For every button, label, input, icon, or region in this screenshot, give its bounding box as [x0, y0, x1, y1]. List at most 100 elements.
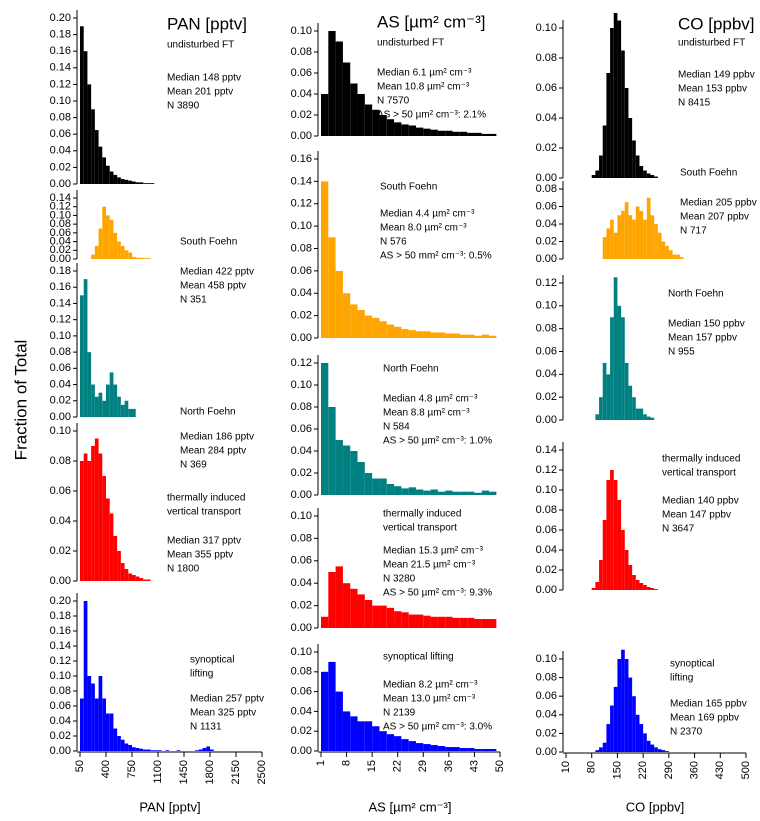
bar [643, 585, 647, 590]
bar [643, 170, 647, 178]
bar [624, 550, 629, 590]
bar [646, 173, 651, 178]
panel-stat: Mean 201 pptv [167, 87, 233, 98]
bar [143, 258, 147, 259]
y-tick-label: 0.06 [50, 128, 71, 140]
bar [657, 232, 662, 259]
bar [128, 180, 132, 184]
bar [335, 41, 343, 136]
bar [646, 740, 651, 752]
bar [437, 616, 446, 628]
bar [401, 739, 409, 751]
bar [109, 713, 114, 751]
bar [120, 245, 125, 259]
bar [394, 736, 402, 751]
x-tick-label: 43 [468, 760, 480, 772]
bar [350, 451, 358, 495]
panel-stat: Mean 147 ppbv [662, 510, 731, 521]
bar [595, 414, 600, 420]
bar [661, 241, 666, 259]
bar [481, 133, 490, 136]
bar [109, 513, 114, 581]
bar [621, 210, 625, 259]
y-tick-label: 0.02 [291, 310, 312, 322]
bar [646, 587, 651, 590]
x-tick-label: 400 [100, 760, 112, 778]
y-tick-label: 0.08 [536, 52, 557, 64]
y-tick-label: 0.04 [536, 368, 557, 380]
bar [445, 616, 453, 628]
panel-label: South Foehn [380, 182, 437, 193]
bar [467, 334, 475, 338]
bar [124, 400, 129, 417]
bar [489, 133, 497, 136]
bar [445, 130, 453, 136]
bar [632, 140, 636, 178]
bar [430, 332, 438, 338]
bar [628, 677, 633, 752]
bar [599, 560, 603, 590]
bar [364, 315, 373, 338]
bar [102, 698, 106, 751]
bar [120, 179, 125, 184]
bar [628, 565, 633, 590]
bar [602, 362, 607, 420]
y-tick-label: 0.06 [50, 700, 71, 712]
y-tick-label: 0.14 [291, 175, 312, 187]
bar [321, 181, 329, 338]
x-tick-label: 500 [740, 761, 752, 779]
bar [423, 490, 431, 495]
y-tick-label: 0.02 [536, 235, 557, 247]
bar [350, 83, 358, 136]
x-tick-label: 1800 [204, 760, 216, 784]
bar [489, 619, 497, 628]
panel-stat: N 717 [680, 226, 707, 237]
bar [474, 492, 482, 495]
y-tick-label: 0.10 [291, 510, 312, 522]
bar [643, 733, 647, 752]
y-tick-label: 0.08 [50, 455, 71, 467]
panel-label: undisturbed FT [377, 38, 444, 49]
panel-stat: Mean 207 ppbv [680, 212, 749, 223]
bar [372, 317, 380, 338]
bar [628, 385, 633, 420]
bar [120, 563, 125, 581]
panel-label: synoptical [670, 659, 714, 670]
bar [610, 317, 614, 420]
bar [624, 88, 629, 178]
x-tick-label: 29 [417, 760, 429, 772]
panel-label: synoptical [190, 655, 234, 666]
bar [117, 177, 121, 184]
bar [154, 750, 158, 751]
x-tick-label: 360 [688, 761, 700, 779]
y-tick-label: 0.08 [291, 532, 312, 544]
x-tick-label: 80 [586, 761, 598, 773]
y-tick-label: 0.16 [50, 45, 71, 57]
bar [610, 28, 614, 178]
bar [617, 20, 622, 178]
bar [613, 480, 618, 590]
bar [94, 438, 99, 581]
bar [394, 326, 402, 338]
panel-stat: Median 149 ppbv [678, 70, 755, 81]
y-tick-label: 0.10 [50, 209, 71, 221]
panel-stat: AS > 50 µm² cm⁻³: 9.3% [383, 588, 492, 599]
bar [595, 582, 600, 590]
y-tick-label: 0.04 [291, 88, 312, 100]
panel-label: vertical transport [383, 523, 457, 534]
bar [150, 750, 155, 751]
y-tick-label: 0.06 [291, 423, 312, 435]
bar [135, 257, 140, 259]
bar [632, 219, 636, 259]
bar [342, 711, 351, 751]
bar [357, 462, 365, 495]
bar [80, 295, 84, 417]
bar [113, 384, 118, 417]
x-axis-label: AS [µm² cm⁻³] [369, 799, 452, 814]
bar [635, 580, 640, 590]
bar [489, 749, 497, 751]
y-tick-label: 0.12 [536, 277, 557, 289]
bar [109, 372, 114, 417]
y-tick-label: 0.02 [536, 391, 557, 403]
panel-label: thermally induced [383, 509, 461, 520]
